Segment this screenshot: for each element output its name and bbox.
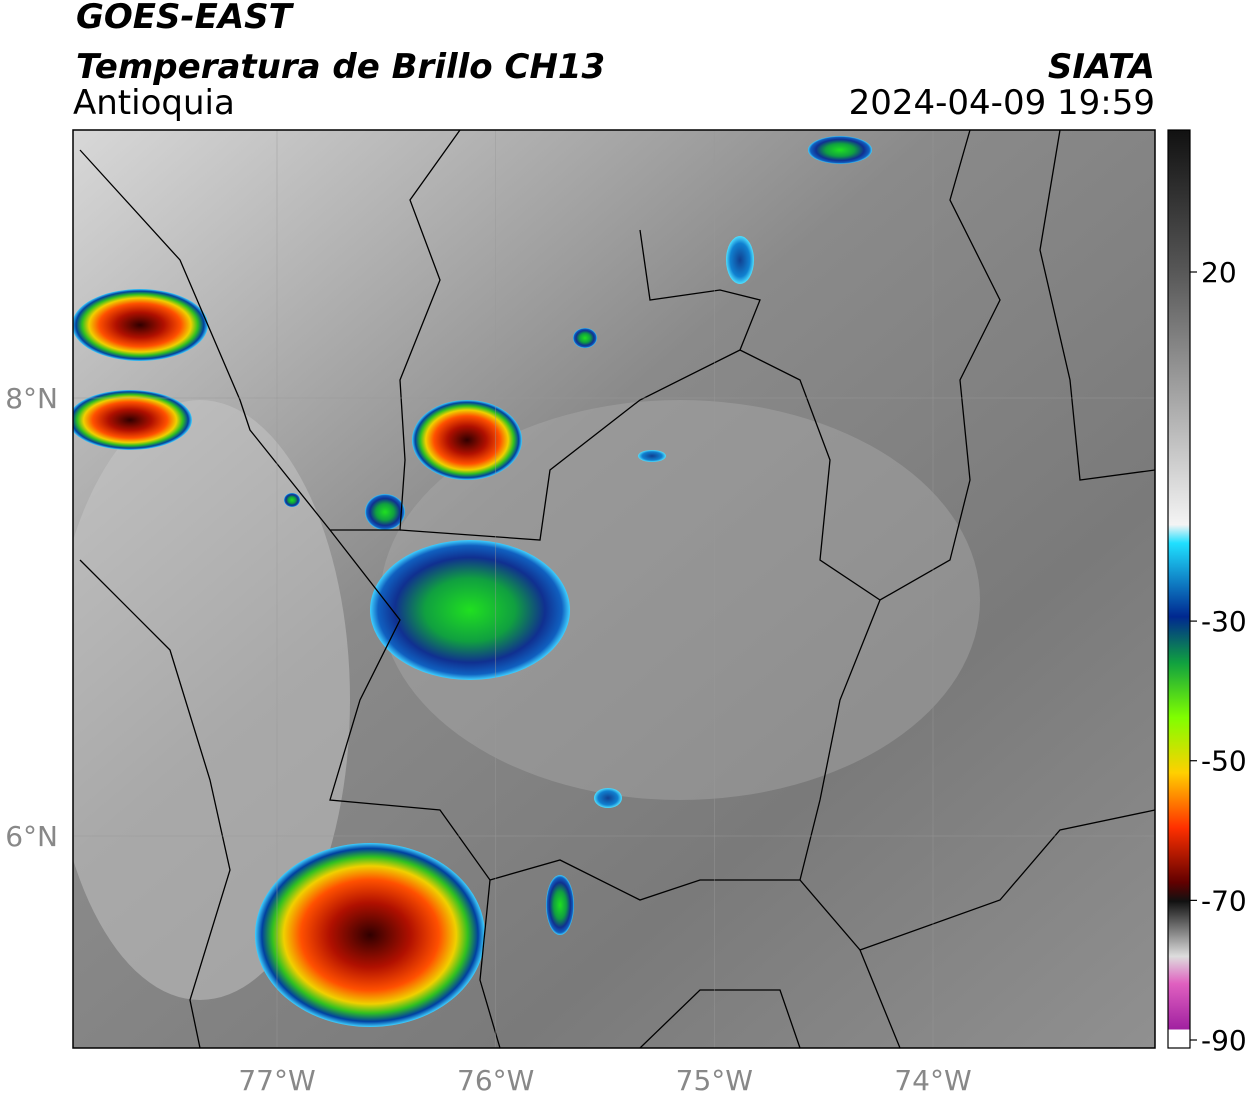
datetime: 2024-04-09 19:59 (849, 83, 1155, 123)
lon-tick-label: 75°W (676, 1064, 753, 1097)
map-frame (72, 129, 1156, 1049)
colorbar (1167, 129, 1191, 1049)
lon-tick-label: 76°W (457, 1064, 534, 1097)
subtitle: Temperatura de Brillo CH13 (76, 47, 605, 87)
colorbar-tick-label: -50 (1201, 745, 1247, 778)
graticule (73, 130, 1155, 1048)
colorbar-tick-label: -70 (1201, 884, 1247, 917)
region: Antioquia (73, 83, 235, 123)
source: SIATA (1048, 47, 1155, 87)
lat-tick-label: 6°N (5, 820, 58, 853)
colorbar-tick-label: 20 (1201, 256, 1237, 289)
lon-tick-label: 74°W (894, 1064, 971, 1097)
lat-tick-label: 8°N (5, 382, 58, 415)
map-image (73, 130, 1155, 1048)
lon-tick-label: 77°W (238, 1064, 315, 1097)
colorbar-tick-label: -30 (1201, 605, 1247, 638)
title: GOES-EAST (76, 0, 295, 37)
colorbar-tick-label: -90 (1201, 1024, 1247, 1057)
